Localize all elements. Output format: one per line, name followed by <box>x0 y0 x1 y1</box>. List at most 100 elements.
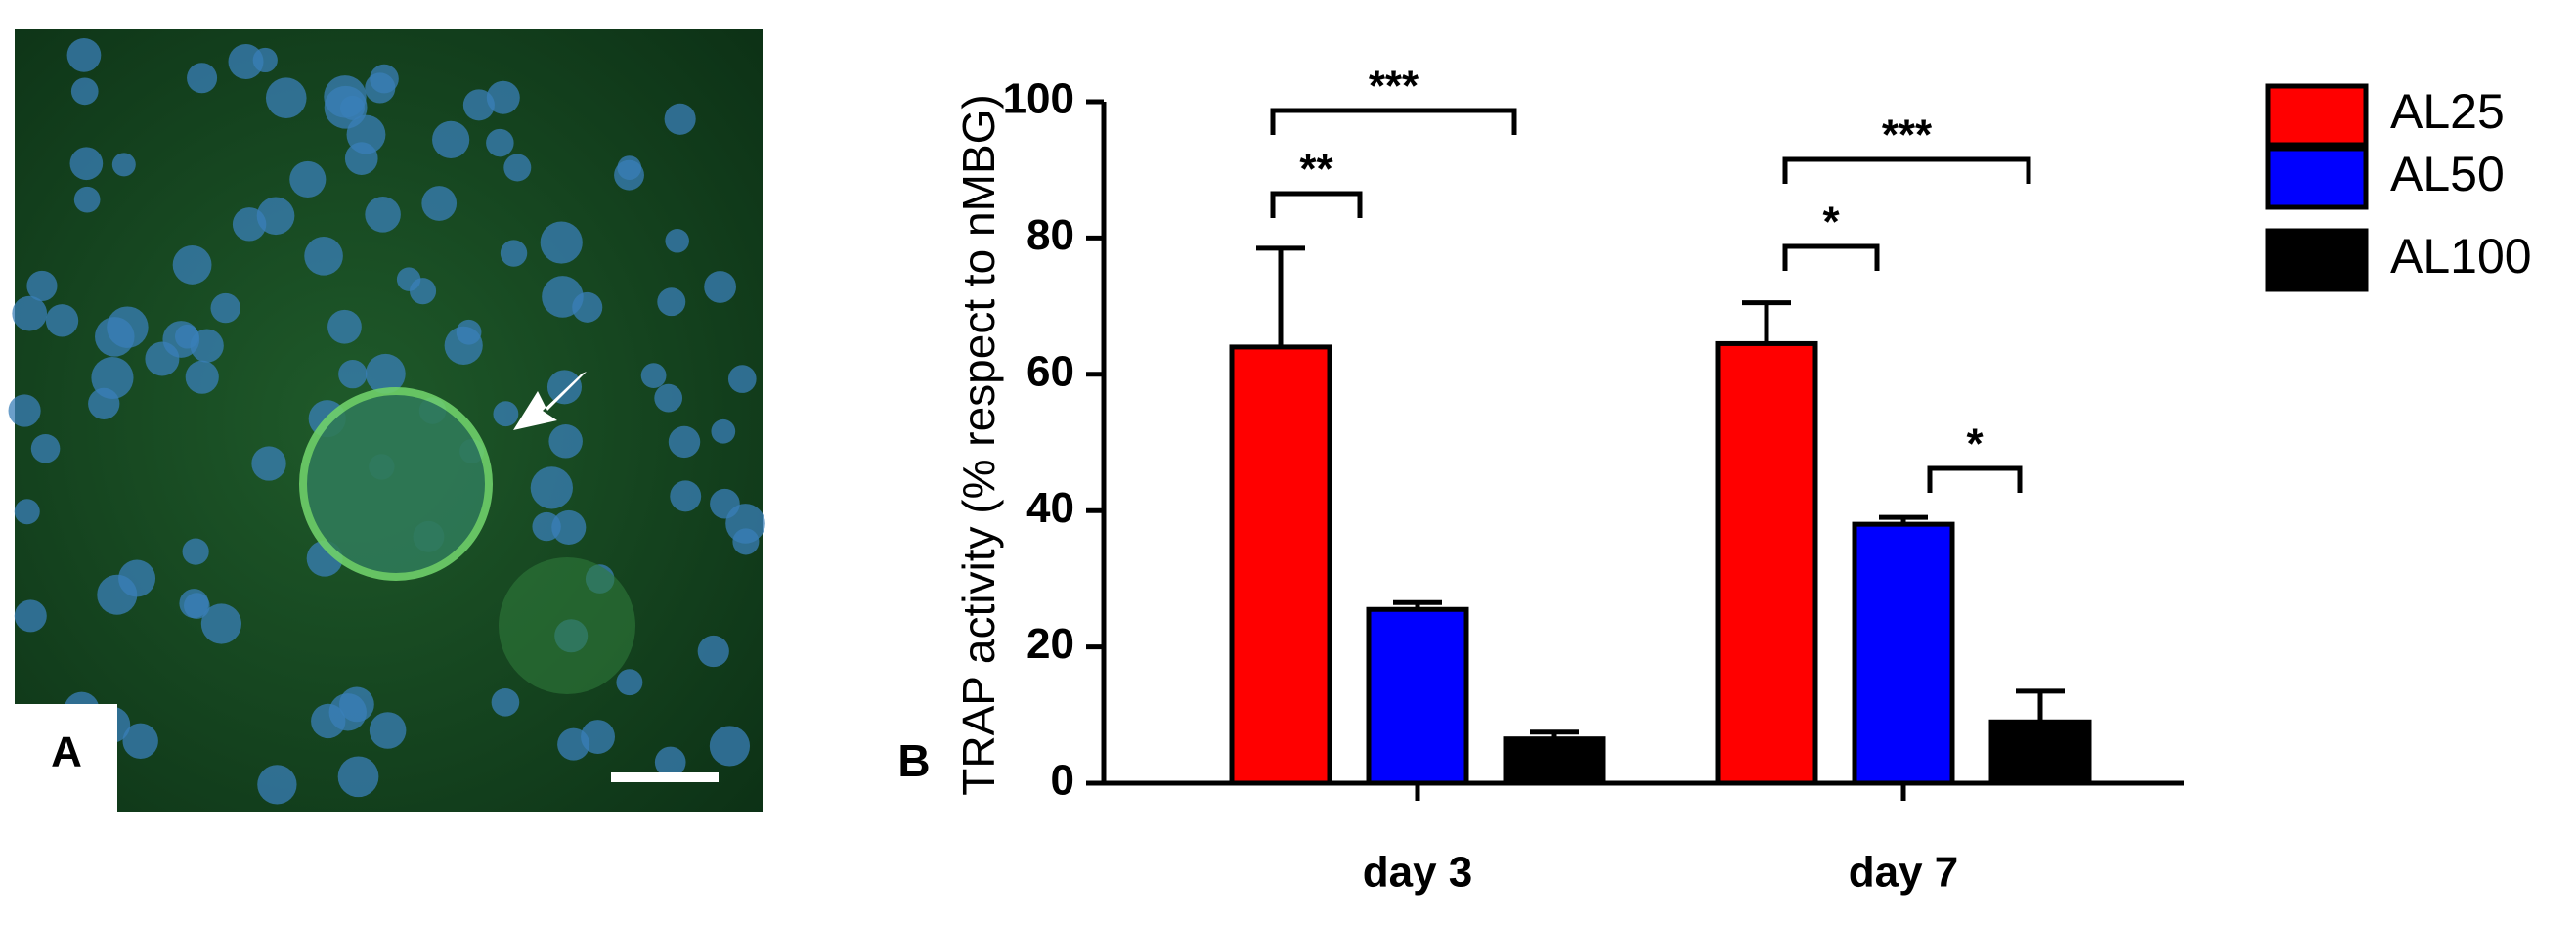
nucleus <box>709 726 751 767</box>
nucleus <box>532 511 561 542</box>
nucleus <box>727 365 757 393</box>
nucleus <box>182 538 209 565</box>
nucleus <box>365 72 396 104</box>
nucleus <box>70 77 99 106</box>
nucleus <box>228 44 264 80</box>
nucleus <box>665 229 689 253</box>
nucleus <box>311 703 346 739</box>
legend-swatch <box>2265 228 2369 292</box>
nucleus <box>12 295 48 331</box>
nucleus <box>252 47 278 73</box>
nucleus <box>179 589 209 619</box>
error-bar <box>1530 729 1579 739</box>
nucleus <box>704 271 736 303</box>
nucleus <box>657 287 686 317</box>
nucleus <box>546 370 582 405</box>
nucleus <box>668 425 701 459</box>
significance-label: * <box>1966 420 1984 468</box>
nucleus <box>14 599 47 633</box>
error-bar <box>1879 514 1928 525</box>
nucleus <box>640 363 667 389</box>
error-bar <box>1393 599 1442 610</box>
arrow <box>513 372 587 430</box>
legend-label: AL25 <box>2390 84 2505 139</box>
nucleus <box>257 765 297 805</box>
nucleus <box>542 276 584 318</box>
nucleus <box>304 237 343 276</box>
nucleus <box>421 186 458 221</box>
nucleus <box>365 353 406 394</box>
y-axis-label: TRAP activity (% respect to nMBG) <box>953 94 1004 795</box>
significance-bracket <box>1270 191 1363 218</box>
nucleus <box>327 309 362 344</box>
nucleus <box>111 153 136 177</box>
nucleus <box>486 128 514 157</box>
cell-nuclei <box>8 38 765 805</box>
nucleus <box>30 433 61 463</box>
nucleus <box>97 574 138 615</box>
nucleus <box>289 160 327 198</box>
error-bar <box>1742 300 1791 344</box>
significance-label: *** <box>1882 111 1933 159</box>
nucleus <box>265 77 307 118</box>
y-tick-label: 60 <box>1026 347 1074 395</box>
nucleus <box>338 360 368 389</box>
nucleus <box>210 292 240 324</box>
x-tick-label: day 7 <box>1849 849 1959 897</box>
x-tick-label: day 3 <box>1363 849 1473 897</box>
nucleus <box>88 387 120 420</box>
nucleus <box>337 756 379 798</box>
significance-bracket <box>1782 156 2031 184</box>
nucleus <box>500 240 528 267</box>
nucleus <box>486 80 520 114</box>
panel-label: B <box>897 735 930 786</box>
nucleus <box>614 159 644 191</box>
nucleus <box>462 89 495 121</box>
nucleus <box>251 446 286 481</box>
nucleus <box>26 270 58 302</box>
y-tick-label: 0 <box>1051 757 1074 805</box>
significance-bracket <box>1927 465 2023 493</box>
nucleus <box>540 221 583 264</box>
nucleus <box>107 306 149 348</box>
bar <box>1852 521 1955 786</box>
nucleus <box>200 603 241 644</box>
y-tick-label: 20 <box>1026 620 1074 668</box>
nucleus <box>551 509 587 545</box>
y-tick-label: 100 <box>1003 75 1074 123</box>
bar <box>1503 736 1606 786</box>
legend-label: AL50 <box>2390 147 2505 201</box>
cell-cluster <box>499 557 635 694</box>
nucleus <box>73 186 101 213</box>
osteoclast <box>299 387 493 581</box>
nucleus <box>172 245 212 285</box>
nucleus <box>432 120 470 158</box>
micrograph: A <box>8 29 765 812</box>
nucleus <box>697 635 729 668</box>
nucleus <box>530 466 573 509</box>
nucleus <box>396 267 421 291</box>
panel-label: A <box>51 728 82 776</box>
nucleus <box>69 147 104 181</box>
nucleus <box>503 154 532 182</box>
nucleus <box>654 383 683 413</box>
error-bar <box>1256 245 1305 347</box>
y-tick-label: 80 <box>1026 211 1074 259</box>
nucleus <box>324 75 367 118</box>
nucleus <box>45 304 79 337</box>
bar <box>1988 719 2092 786</box>
nucleus <box>369 712 407 749</box>
bar <box>1229 344 1332 786</box>
nucleus <box>66 38 102 72</box>
legend-swatch <box>2265 83 2369 148</box>
nucleus <box>654 746 686 778</box>
nucleus <box>14 499 40 525</box>
nucleus <box>664 103 696 135</box>
significance-label: *** <box>1369 63 1419 110</box>
nucleus <box>711 418 736 444</box>
significance-bracket <box>1270 108 1517 135</box>
nucleus <box>616 669 643 696</box>
nucleus <box>670 480 702 512</box>
